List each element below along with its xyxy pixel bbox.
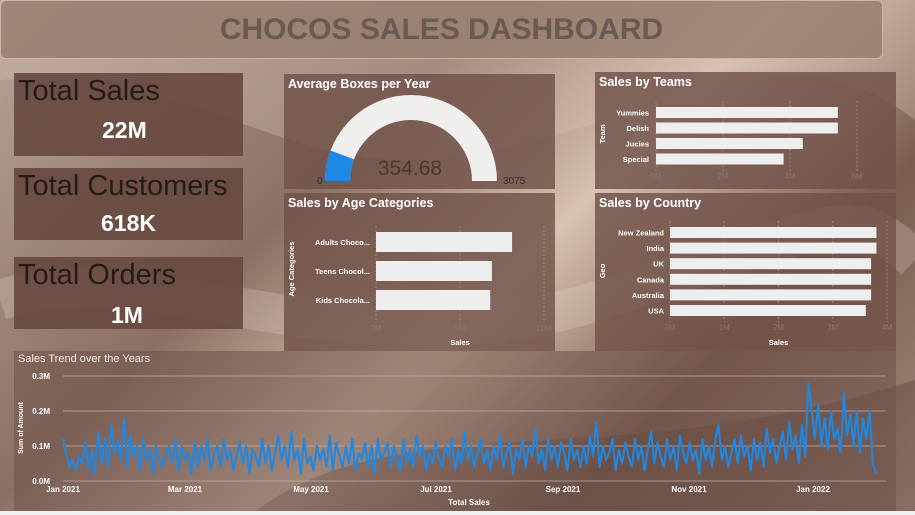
trend-xtick: Mar 2021: [168, 485, 203, 494]
age-bar: [376, 290, 491, 310]
trend-xtick: Nov 2021: [671, 485, 707, 494]
country-bar: [670, 258, 872, 270]
country-xtick: 0M: [664, 323, 675, 332]
country-category-label: Canada: [637, 275, 665, 284]
country-xtick: 2M: [773, 323, 784, 332]
kpi-total-customers-label: Total Customers: [18, 170, 228, 202]
teams-bar: [656, 107, 838, 118]
teams-category-label: Yummies: [616, 109, 649, 118]
age-xlabel: Sales: [450, 338, 470, 347]
gauge-min-label: 0: [317, 176, 323, 187]
kpi-total-sales-label: Total Sales: [18, 75, 160, 107]
age-category-label: Teens Chocol...: [315, 267, 370, 276]
teams-bar: [656, 122, 838, 134]
country-title: Sales by Country: [599, 196, 702, 210]
teams-bar-chart: 0M 2M 4M 6M Yummies Delish Jucies Special Team: [598, 101, 863, 181]
teams-category-label: Delish: [626, 124, 649, 133]
country-xlabel: Sales: [769, 338, 789, 347]
trend-series-line: [62, 382, 877, 475]
trend-title: Sales Trend over the Years: [18, 353, 151, 365]
country-category-label: USA: [648, 307, 664, 316]
country-bar: [670, 305, 866, 316]
country-xtick: 3M: [827, 323, 838, 332]
gauge-fill: [325, 150, 355, 182]
country-xtick: 4M: [881, 323, 892, 332]
trend-xtick: Jul 2021: [420, 485, 452, 494]
age-ylabel: Age Categories: [287, 241, 296, 296]
trend-xtick: Sep 2021: [546, 485, 581, 494]
trend-ytick: 0.2M: [32, 407, 50, 416]
age-category-label: Adults Choco...: [315, 238, 370, 247]
trend-xtick: Jan 2021: [46, 485, 80, 494]
kpi-total-sales-value: 22M: [102, 117, 147, 143]
age-title: Sales by Age Categories: [288, 196, 434, 210]
dashboard-title: CHOCOS SALES DASHBOARD: [219, 12, 664, 46]
country-category-label: Australia: [632, 291, 665, 300]
teams-xtick: 0M: [650, 172, 661, 181]
age-card[interactable]: Sales by Age Categories 0M 5M 10M Adults Ch…: [284, 193, 555, 351]
trend-card[interactable]: Sales Trend over the Years 0.0M 0.1M 0.2M 0…: [14, 351, 896, 511]
gauge-track: [325, 95, 497, 182]
country-category-label: UK: [653, 260, 664, 269]
bottom-strip: [0, 511, 915, 515]
teams-xtick: 6M: [851, 172, 862, 181]
age-bar-chart: 0M 5M 10M Adults Choco... Teens Chocol... Kid…: [287, 226, 552, 347]
teams-xtick: 2M: [717, 172, 728, 181]
trend-xtick: May 2021: [293, 485, 329, 494]
gauge-card[interactable]: Average Boxes per Year 354.68 0 3075: [284, 74, 555, 189]
gauge-title: Average Boxes per Year: [288, 77, 431, 91]
country-ylabel: Geo: [598, 263, 607, 278]
teams-bar: [656, 153, 784, 165]
age-category-label: Kids Chocola...: [316, 296, 370, 305]
teams-xtick: 4M: [784, 172, 795, 181]
teams-category-label: Special: [623, 155, 649, 164]
kpi-total-sales[interactable]: Total Sales 22M: [14, 73, 243, 156]
country-bar: [670, 242, 877, 254]
trend-ytick: 0.3M: [32, 372, 50, 381]
kpi-total-orders-value: 1M: [111, 302, 143, 328]
country-bar: [670, 273, 872, 285]
country-category-label: India: [646, 244, 664, 253]
country-bar-chart: 0M 1M 2M 3M 4M New Zealand India UK Canada Austra…: [598, 221, 893, 347]
age-xtick: 0M: [370, 324, 381, 333]
kpi-total-orders-label: Total Orders: [18, 259, 176, 291]
trend-line-chart: 0.0M 0.1M 0.2M 0.3M Jan 2021 Mar 2021 May 2021…: [18, 372, 886, 507]
country-card[interactable]: Sales by Country 0M 1M 2M 3M 4M New Zealand In…: [595, 193, 896, 351]
teams-ylabel: Team: [598, 124, 607, 143]
age-bar: [376, 232, 513, 252]
trend-ylabel: Sum of Amount: [18, 401, 25, 454]
dashboard-title-panel: CHOCOS SALES DASHBOARD: [0, 0, 883, 59]
country-bar: [670, 227, 877, 238]
trend-xlabel: Total Sales: [448, 498, 490, 507]
kpi-total-orders[interactable]: Total Orders 1M: [14, 257, 243, 329]
teams-title: Sales by Teams: [599, 75, 692, 89]
kpi-total-customers-value: 618K: [101, 210, 156, 236]
gauge-value-label: 354.68: [378, 157, 442, 180]
age-xtick: 10M: [536, 324, 552, 333]
gauge-chart: 354.68 0 3075: [317, 95, 526, 187]
country-xtick: 1M: [719, 323, 730, 332]
age-xtick: 5M: [454, 324, 465, 333]
country-bar: [670, 289, 872, 301]
teams-card[interactable]: Sales by Teams 0M 2M 4M 6M Yummies Delish Juci…: [595, 72, 896, 189]
teams-bar: [656, 138, 803, 149]
trend-xtick: Jan 2022: [796, 485, 830, 494]
gauge-max-label: 3075: [503, 176, 526, 187]
trend-ytick: 0.1M: [32, 442, 50, 451]
country-category-label: New Zealand: [618, 229, 664, 238]
age-bar: [376, 261, 492, 281]
kpi-total-customers[interactable]: Total Customers 618K: [14, 168, 243, 240]
trend-ytick: 0.0M: [32, 477, 50, 486]
teams-category-label: Jucies: [626, 140, 649, 149]
